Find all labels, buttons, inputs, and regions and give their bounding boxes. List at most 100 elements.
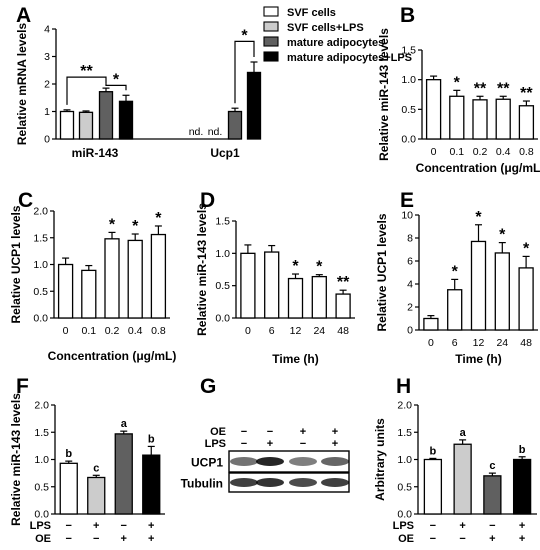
- x-tick-label: 0.1: [81, 325, 96, 337]
- significance-mark: **: [80, 63, 93, 80]
- x-tick-label: 0: [431, 146, 437, 158]
- bar: [495, 98, 511, 140]
- blot-band-label: Tubulin: [181, 477, 223, 491]
- y-axis-title: Relative miR-143 levels: [195, 203, 209, 336]
- legend-label: mature adipocytes: [287, 37, 384, 49]
- y-axis-title: Relative miR-143 levels: [9, 393, 23, 526]
- bar: [78, 111, 94, 140]
- x-tick-label: 6: [452, 337, 458, 349]
- x-tick-label: 0.4: [128, 325, 143, 337]
- bar: [470, 240, 487, 331]
- x-tick-label: 24: [313, 325, 325, 337]
- significance-mark: *: [316, 259, 323, 276]
- lps-sign: +: [459, 520, 465, 532]
- significance-mark: *: [454, 74, 461, 91]
- x-axis-title: Time (h): [455, 352, 501, 366]
- bar: [142, 454, 161, 515]
- bar: [127, 239, 143, 319]
- x-group-label: Ucp1: [210, 146, 240, 160]
- group-letter: b: [519, 444, 526, 456]
- group-letter: a: [460, 427, 467, 439]
- x-tick-label: 48: [337, 325, 349, 337]
- y-tick-label: 1.0: [401, 74, 416, 86]
- bar: [512, 458, 532, 515]
- group-letter: b: [65, 448, 72, 460]
- legend-swatch: [263, 36, 279, 47]
- significance-mark: *: [155, 210, 162, 227]
- y-tick-label: 0.0: [397, 509, 412, 521]
- x-tick-label: 0: [245, 325, 251, 337]
- bar: [59, 462, 78, 515]
- x-tick-label: 0: [428, 337, 434, 349]
- lps-sign: +: [519, 520, 525, 532]
- bar: [150, 233, 167, 319]
- bar: [227, 110, 243, 140]
- lps-sign: −: [121, 520, 127, 532]
- x-tick-label: 0.1: [449, 146, 464, 158]
- bar: [240, 252, 256, 319]
- not-detected-label: nd.: [189, 126, 204, 138]
- bar: [57, 263, 74, 319]
- y-tick-label: 6: [407, 256, 413, 268]
- significance-mark: *: [523, 240, 530, 257]
- significance-mark: *: [132, 218, 139, 235]
- x-tick-label: 0.2: [105, 325, 120, 337]
- bar: [472, 99, 488, 140]
- x-tick-label: 0.8: [519, 146, 534, 158]
- blot-band: [256, 478, 284, 487]
- lps-sign: +: [332, 438, 338, 450]
- x-tick-label: 12: [290, 325, 302, 337]
- blot-band-label: UCP1: [191, 456, 223, 470]
- lps-sign: −: [430, 520, 436, 532]
- significance-mark: **: [497, 80, 510, 97]
- y-tick-label: 0.0: [34, 509, 49, 521]
- legend-swatch: [263, 51, 279, 62]
- bar: [423, 458, 443, 515]
- significance-mark: **: [337, 274, 350, 291]
- y-axis-title: Arbitrary units: [373, 418, 387, 501]
- blot-band: [321, 478, 349, 487]
- oe-row-label: OE: [35, 533, 51, 545]
- panel-label: B: [400, 4, 415, 27]
- oe-sign: +: [148, 533, 154, 545]
- y-tick-label: 0.5: [215, 280, 230, 292]
- blot-band: [321, 457, 349, 466]
- y-tick-label: 1.5: [215, 216, 230, 228]
- y-tick-label: 8: [407, 233, 413, 245]
- y-tick-label: 10: [401, 210, 413, 222]
- bar: [81, 269, 97, 319]
- bar: [425, 79, 442, 140]
- significance-bracket: [105, 83, 127, 91]
- legend-label: mature adipocytes+LPS: [287, 52, 412, 64]
- oe-sign: −: [66, 533, 72, 545]
- y-tick-label: 4: [44, 24, 50, 36]
- y-tick-label: 0: [44, 134, 50, 146]
- y-tick-label: 2.0: [397, 400, 412, 412]
- significance-mark: *: [113, 71, 120, 88]
- bar: [518, 267, 534, 331]
- bar: [264, 251, 280, 319]
- y-tick-label: 1.0: [215, 248, 230, 260]
- x-tick-label: 6: [269, 325, 275, 337]
- x-tick-label: 48: [520, 337, 532, 349]
- y-tick-label: 1.5: [397, 427, 412, 439]
- legend-swatch: [263, 21, 279, 32]
- y-tick-label: 1.5: [34, 427, 49, 439]
- bar: [447, 289, 463, 331]
- bar: [494, 252, 510, 331]
- y-tick-label: 0.5: [34, 481, 49, 493]
- lps-sign: −: [489, 520, 495, 532]
- x-axis-title: Concentration (μg/mL): [48, 349, 177, 363]
- y-axis-title: Relative mRNA levels: [15, 23, 29, 146]
- blot-band: [289, 457, 317, 466]
- oe-row-label: OE: [210, 426, 226, 438]
- group-letter: a: [121, 418, 128, 430]
- bar: [246, 71, 262, 140]
- legend-swatch: [263, 6, 279, 17]
- bar: [87, 476, 106, 515]
- lps-sign: +: [93, 520, 99, 532]
- oe-sign: +: [519, 533, 525, 545]
- bar: [423, 317, 439, 331]
